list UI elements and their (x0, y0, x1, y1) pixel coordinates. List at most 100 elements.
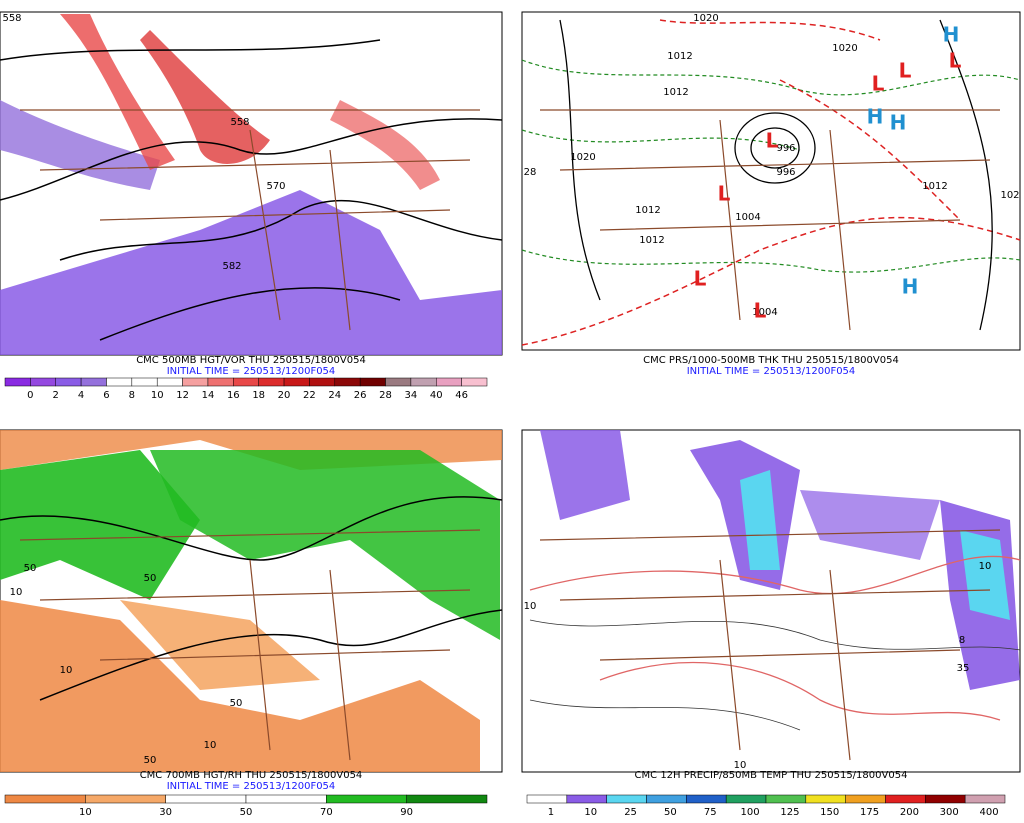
colorbar-label: 0 (27, 390, 33, 401)
colorbar-swatch (406, 794, 488, 804)
colorbar-label: 175 (860, 807, 879, 818)
colorbar-swatch (566, 794, 607, 804)
colorbar-swatch (106, 377, 133, 387)
map-bottom-right (521, 429, 1021, 773)
pressure-center: H (867, 105, 884, 129)
initial-time: INITIAL TIME = 250513/1200F054 (167, 366, 336, 377)
pressure-center: L (718, 182, 731, 206)
contour-label: 35 (957, 663, 970, 674)
colorbar-swatch (85, 794, 166, 804)
colorbar-swatch (156, 377, 183, 387)
colorbar-label: 40 (430, 390, 443, 401)
colorbar-swatch (182, 377, 209, 387)
contour-label: 1012 (663, 87, 688, 98)
colorbar-swatch (725, 794, 767, 804)
contour-label: 1020 (570, 152, 595, 163)
colorbar-label: 70 (320, 807, 333, 818)
contour-label: 10 (204, 740, 217, 751)
colorbar-swatch (461, 377, 488, 387)
colorbar-label: 8 (129, 390, 135, 401)
colorbar-swatch (80, 377, 107, 387)
contour-label: 582 (222, 261, 241, 272)
colorbar-swatch (885, 794, 926, 804)
contour-label: 1012 (635, 205, 660, 216)
contour-label: 50 (230, 698, 243, 709)
contour-label: 10 (734, 760, 747, 771)
caption: CMC 700MB HGT/RH THU 250515/1800V054 (140, 770, 363, 781)
colorbar-label: 14 (202, 390, 215, 401)
colorbar-label: 4 (78, 390, 84, 401)
colorbar-swatch (845, 794, 886, 804)
colorbar-label: 6 (103, 390, 109, 401)
colorbar-swatch (436, 377, 462, 387)
colorbar-swatch (283, 377, 310, 387)
colorbar-label: 100 (741, 807, 760, 818)
contour-label: 102 (1000, 190, 1019, 201)
contour-label: 570 (266, 181, 285, 192)
pressure-center: H (902, 275, 919, 299)
colorbar-swatch (964, 794, 1006, 804)
contour-label: 1012 (922, 181, 947, 192)
contour-label: 558 (2, 13, 21, 24)
pressure-center: L (754, 299, 767, 323)
colorbar-label: 50 (240, 807, 253, 818)
colorbar-swatch (686, 794, 727, 804)
colorbar-swatch (4, 794, 86, 804)
colorbar-label: 26 (354, 390, 367, 401)
colorbar-swatch (326, 794, 407, 804)
initial-time: INITIAL TIME = 250513/1200F054 (167, 781, 336, 792)
pressure-center: L (872, 72, 885, 96)
colorbar-label: 2 (53, 390, 59, 401)
colorbar-swatch (55, 377, 82, 387)
colorbar-swatch (309, 377, 336, 387)
colorbar-swatch (207, 377, 234, 387)
colorbar-label: 25 (624, 807, 637, 818)
colorbar-label: 18 (252, 390, 265, 401)
pressure-center: L (766, 129, 779, 153)
pressure-center: L (694, 267, 707, 291)
contour-label: 50 (144, 573, 157, 584)
colorbar-swatch (233, 377, 259, 387)
map-top-left (0, 11, 503, 356)
pressure-center: L (949, 49, 962, 73)
contour-label: 996 (776, 143, 795, 154)
colorbar-swatch (4, 377, 31, 387)
colorbar-label: 12 (176, 390, 189, 401)
pressure-center: H (943, 23, 960, 47)
map-top-right (521, 11, 1021, 351)
colorbar-swatch (385, 377, 412, 387)
colorbar-label: 10 (584, 807, 597, 818)
colorbar-label: 400 (980, 807, 999, 818)
contour-label: 50 (144, 755, 157, 766)
colorbar-swatch (805, 794, 846, 804)
colorbar-swatch (526, 794, 568, 804)
colorbar-label: 90 (400, 807, 413, 818)
contour-label: 1012 (639, 235, 664, 246)
colorbar-label: 24 (328, 390, 341, 401)
caption: CMC 12H PRECIP/850MB TEMP THU 250515/180… (635, 770, 908, 781)
colorbar-swatch (359, 377, 386, 387)
map-bottom-left (0, 429, 503, 773)
pressure-center: L (899, 59, 912, 83)
colorbar-swatch (925, 794, 966, 804)
caption: CMC PRS/1000-500MB THK THU 250515/1800V0… (643, 355, 899, 366)
colorbar-label: 50 (664, 807, 677, 818)
contour-label: 1004 (752, 307, 777, 318)
colorbar-swatch (606, 794, 647, 804)
colorbar-label: 200 (900, 807, 919, 818)
contour-label: 996 (776, 167, 795, 178)
colorbar-label: 22 (303, 390, 316, 401)
contour-label: 8 (959, 635, 965, 646)
colorbar-label: 125 (780, 807, 799, 818)
contour-label: 1020 (832, 43, 857, 54)
colorbar-label: 300 (940, 807, 959, 818)
colorbar-swatch (165, 794, 247, 804)
colorbar-label: 1 (548, 807, 554, 818)
colorbar-label: 46 (455, 390, 468, 401)
colorbar-swatch (646, 794, 687, 804)
contour-label: 10 (979, 561, 992, 572)
colorbar-swatch (765, 794, 807, 804)
contour-label: 10 (60, 665, 73, 676)
colorbar-label: 30 (159, 807, 172, 818)
